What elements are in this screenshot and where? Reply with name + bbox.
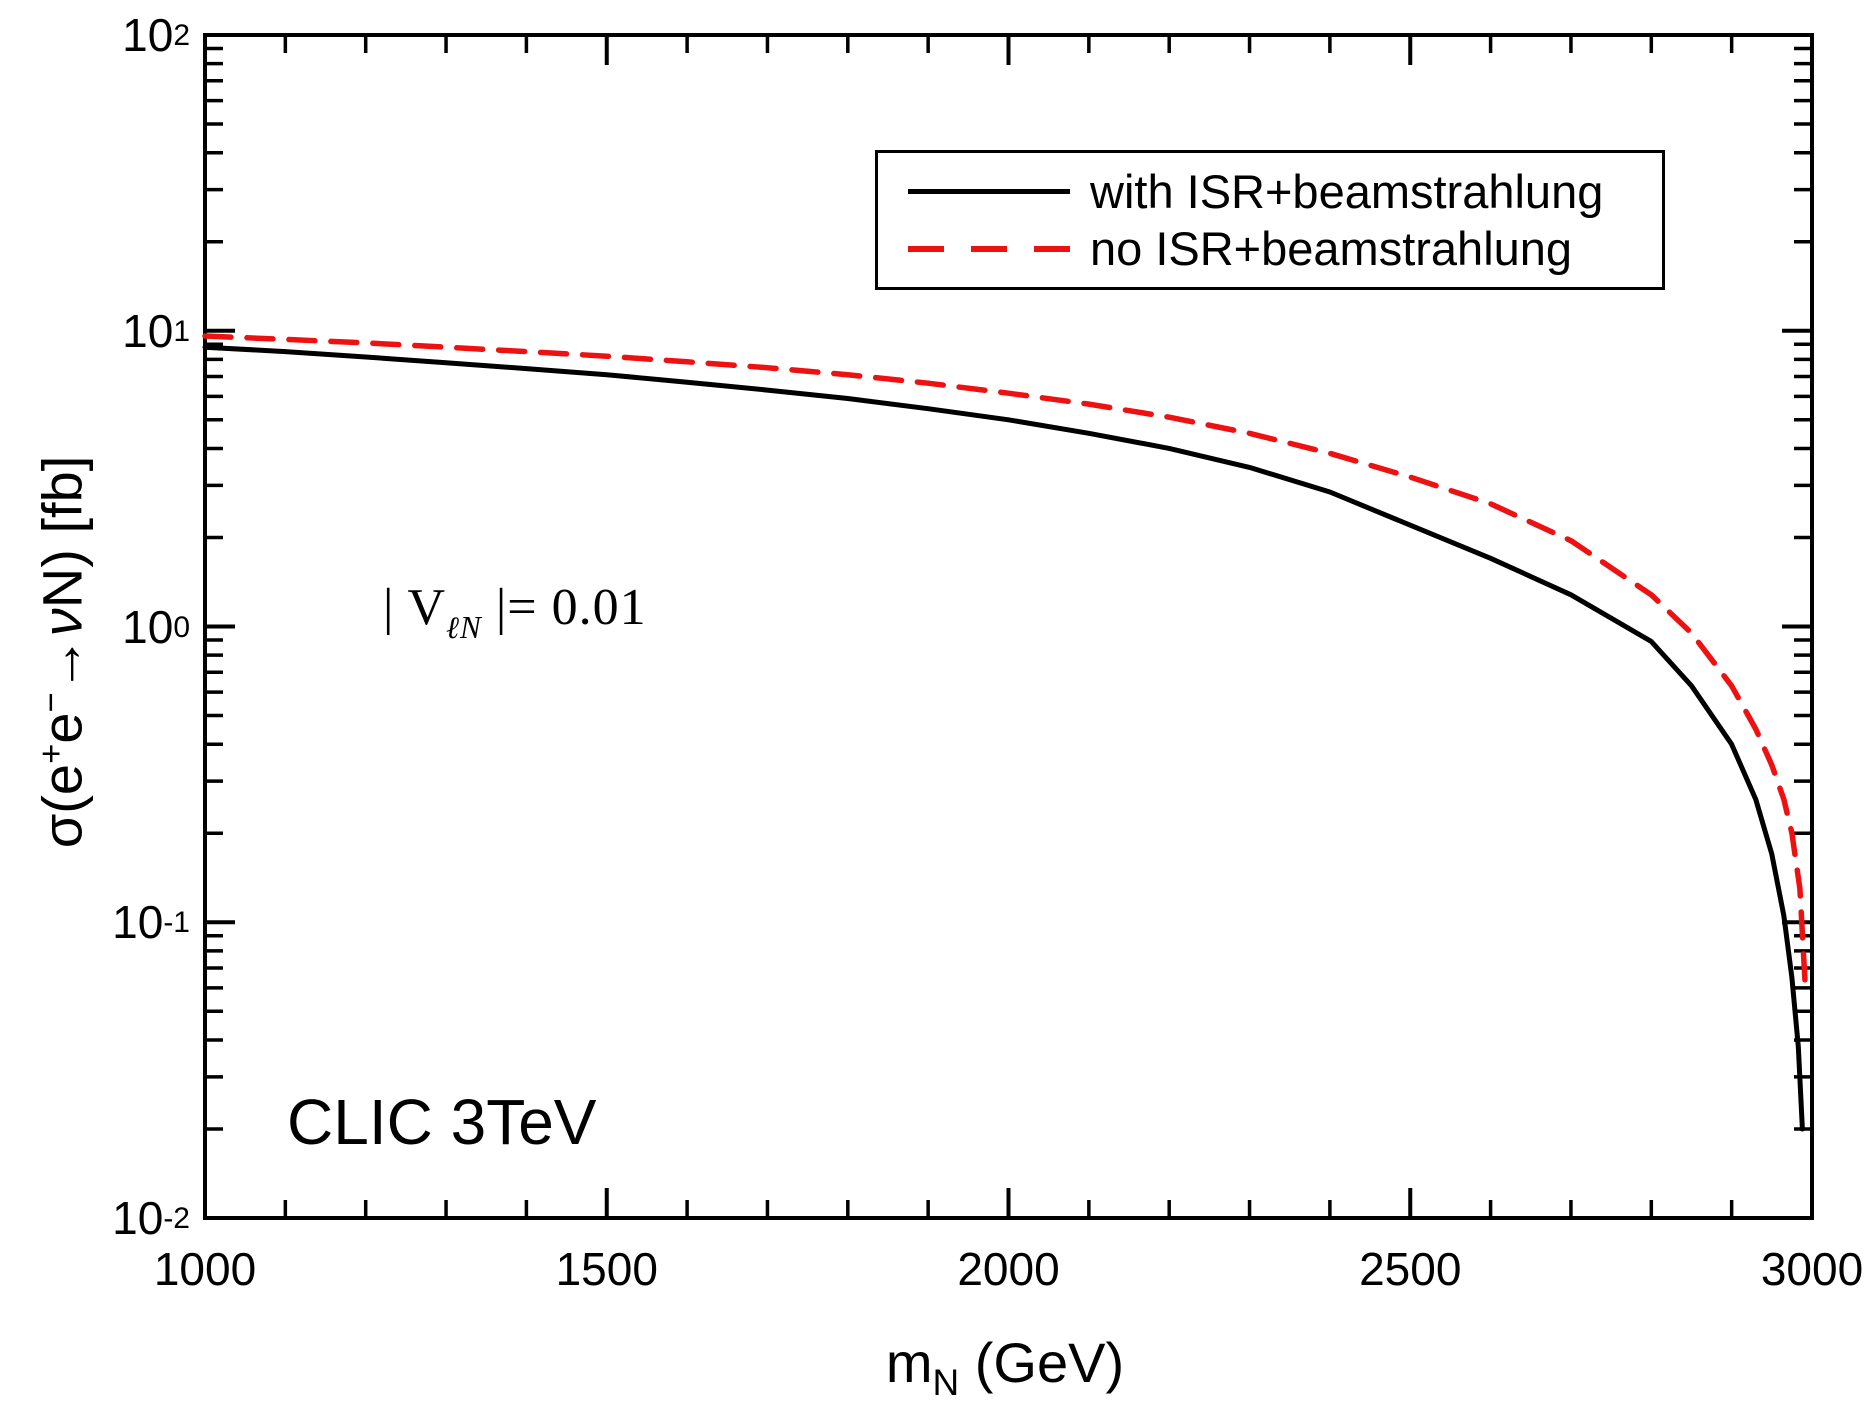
collider-annotation: CLIC 3TeV: [287, 1086, 597, 1158]
x-tick-label: 3000: [1760, 1243, 1864, 1295]
curve-no-isr: [202, 333, 1809, 995]
legend-box: with ISR+beamstrahlung no ISR+beamstrahl…: [875, 150, 1665, 290]
text-segment: e: [30, 712, 94, 744]
legend-label: no ISR+beamstrahlung: [1090, 222, 1573, 276]
legend-label: with ISR+beamstrahlung: [1090, 164, 1604, 218]
text-segment: −: [32, 692, 71, 713]
text-segment: ℓN: [446, 610, 482, 646]
text-segment: σ(e: [30, 763, 94, 849]
solid-line-sample-icon: [908, 188, 1070, 194]
text-segment: ν: [30, 608, 94, 637]
y-tick-label: 102: [122, 9, 190, 61]
data-curves: [202, 333, 1809, 1132]
y-tick-label: 100: [122, 600, 190, 653]
x-tick-label: 1000: [153, 1243, 257, 1295]
x-tick-label: 2000: [957, 1243, 1060, 1295]
text-segment: (GeV): [959, 1331, 1125, 1394]
legend-item-with-isr: with ISR+beamstrahlung: [878, 168, 1662, 215]
text-segment: N: [932, 1361, 960, 1403]
text-segment: N) [fb]: [30, 455, 94, 609]
y-tick-label: 10-1: [112, 896, 190, 949]
text-segment: m: [885, 1331, 933, 1394]
legend-item-no-isr: no ISR+beamstrahlung: [878, 225, 1662, 272]
dashed-line-sample-icon: [908, 245, 1070, 252]
x-tick-label: 2500: [1359, 1243, 1462, 1295]
x-tick-label: 1500: [555, 1243, 658, 1295]
x-axis-title: mN (GeV): [886, 1330, 1124, 1404]
text-segment: +: [32, 743, 71, 764]
y-tick-label: 101: [122, 304, 190, 357]
text-segment: | V: [383, 579, 447, 636]
coupling-annotation: | VℓN |= 0.01: [383, 578, 647, 646]
y-tick-label: 10-2: [112, 1192, 190, 1244]
curve-with-isr: [202, 344, 1805, 1132]
text-segment: →: [30, 636, 94, 693]
y-axis-title: σ(e+e−→νN) [fb]: [30, 456, 95, 849]
text-segment: |= 0.01: [481, 579, 647, 636]
